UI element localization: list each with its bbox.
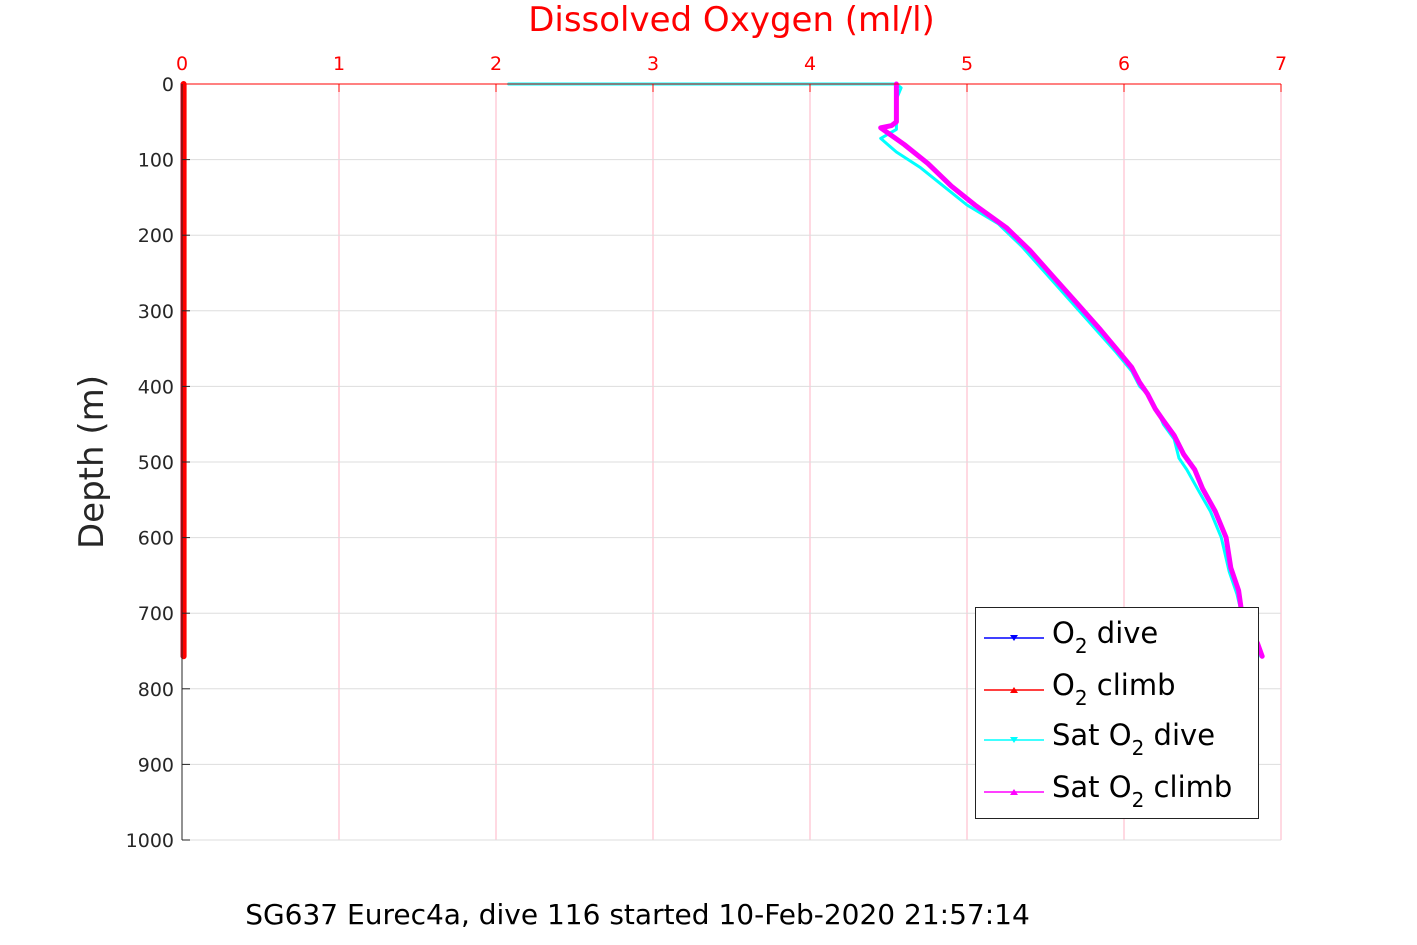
series-line-sat-o2-climb	[878, 81, 1265, 659]
legend: O2 dive O2 climb Sat O2 dive Sat O2 clim…	[975, 607, 1259, 819]
axes: 0 1 2 3 4 5 6 7 0 100 200 300 400 500 600 700 800 900 1000	[126, 53, 1287, 852]
x-tick-label: 6	[1118, 53, 1130, 75]
grid-lines	[181, 83, 1282, 841]
y-tick-label: 400	[138, 376, 174, 398]
y-tick-label: 0	[162, 74, 174, 96]
y-tick-label: 100	[138, 150, 174, 172]
legend-label-o2-climb: O2 climb	[1052, 668, 1176, 710]
figure-caption: SG637 Eurec4a, dive 116 started 10-Feb-2…	[245, 898, 1030, 931]
x-tick-label: 5	[961, 53, 973, 75]
legend-label-o2-dive: O2 dive	[1052, 616, 1159, 658]
y-tick-label: 700	[138, 603, 174, 625]
y-tick-label: 600	[138, 528, 174, 550]
legend-swatch-o2-dive	[984, 635, 1044, 641]
legend-swatch-o2-climb	[984, 687, 1044, 693]
x-tick-label: 1	[333, 53, 345, 75]
legend-swatch-sat-o2-dive	[984, 737, 1044, 743]
y-tick-label: 800	[138, 679, 174, 701]
legend-item-o2-dive: O2 dive	[976, 612, 1256, 660]
series-lines	[180, 81, 1265, 660]
legend-item-sat-o2-climb: Sat O2 climb	[976, 766, 1256, 814]
x-tick-label: 2	[490, 53, 502, 75]
y-tick-label: 200	[138, 225, 174, 247]
legend-label-sat-o2-dive: Sat O2 dive	[1052, 718, 1216, 760]
x-tick-label: 3	[647, 53, 659, 75]
y-tick-label: 500	[138, 452, 174, 474]
legend-swatch-sat-o2-climb	[984, 789, 1044, 795]
x-tick-label: 0	[176, 53, 188, 75]
series-line-sat-o2-dive	[507, 82, 1263, 658]
legend-item-o2-climb: O2 climb	[976, 664, 1256, 712]
legend-label-sat-o2-climb: Sat O2 climb	[1052, 770, 1233, 812]
y-axis-title: Depth (m)	[72, 374, 112, 550]
legend-item-sat-o2-dive: Sat O2 dive	[976, 714, 1256, 762]
x-axis-title: Dissolved Oxygen (ml/l)	[528, 0, 935, 40]
y-tick-label: 1000	[126, 830, 174, 852]
x-tick-label: 4	[804, 53, 816, 75]
y-tick-label: 300	[138, 301, 174, 323]
y-tick-label: 900	[138, 754, 174, 776]
x-tick-label: 7	[1275, 53, 1287, 75]
